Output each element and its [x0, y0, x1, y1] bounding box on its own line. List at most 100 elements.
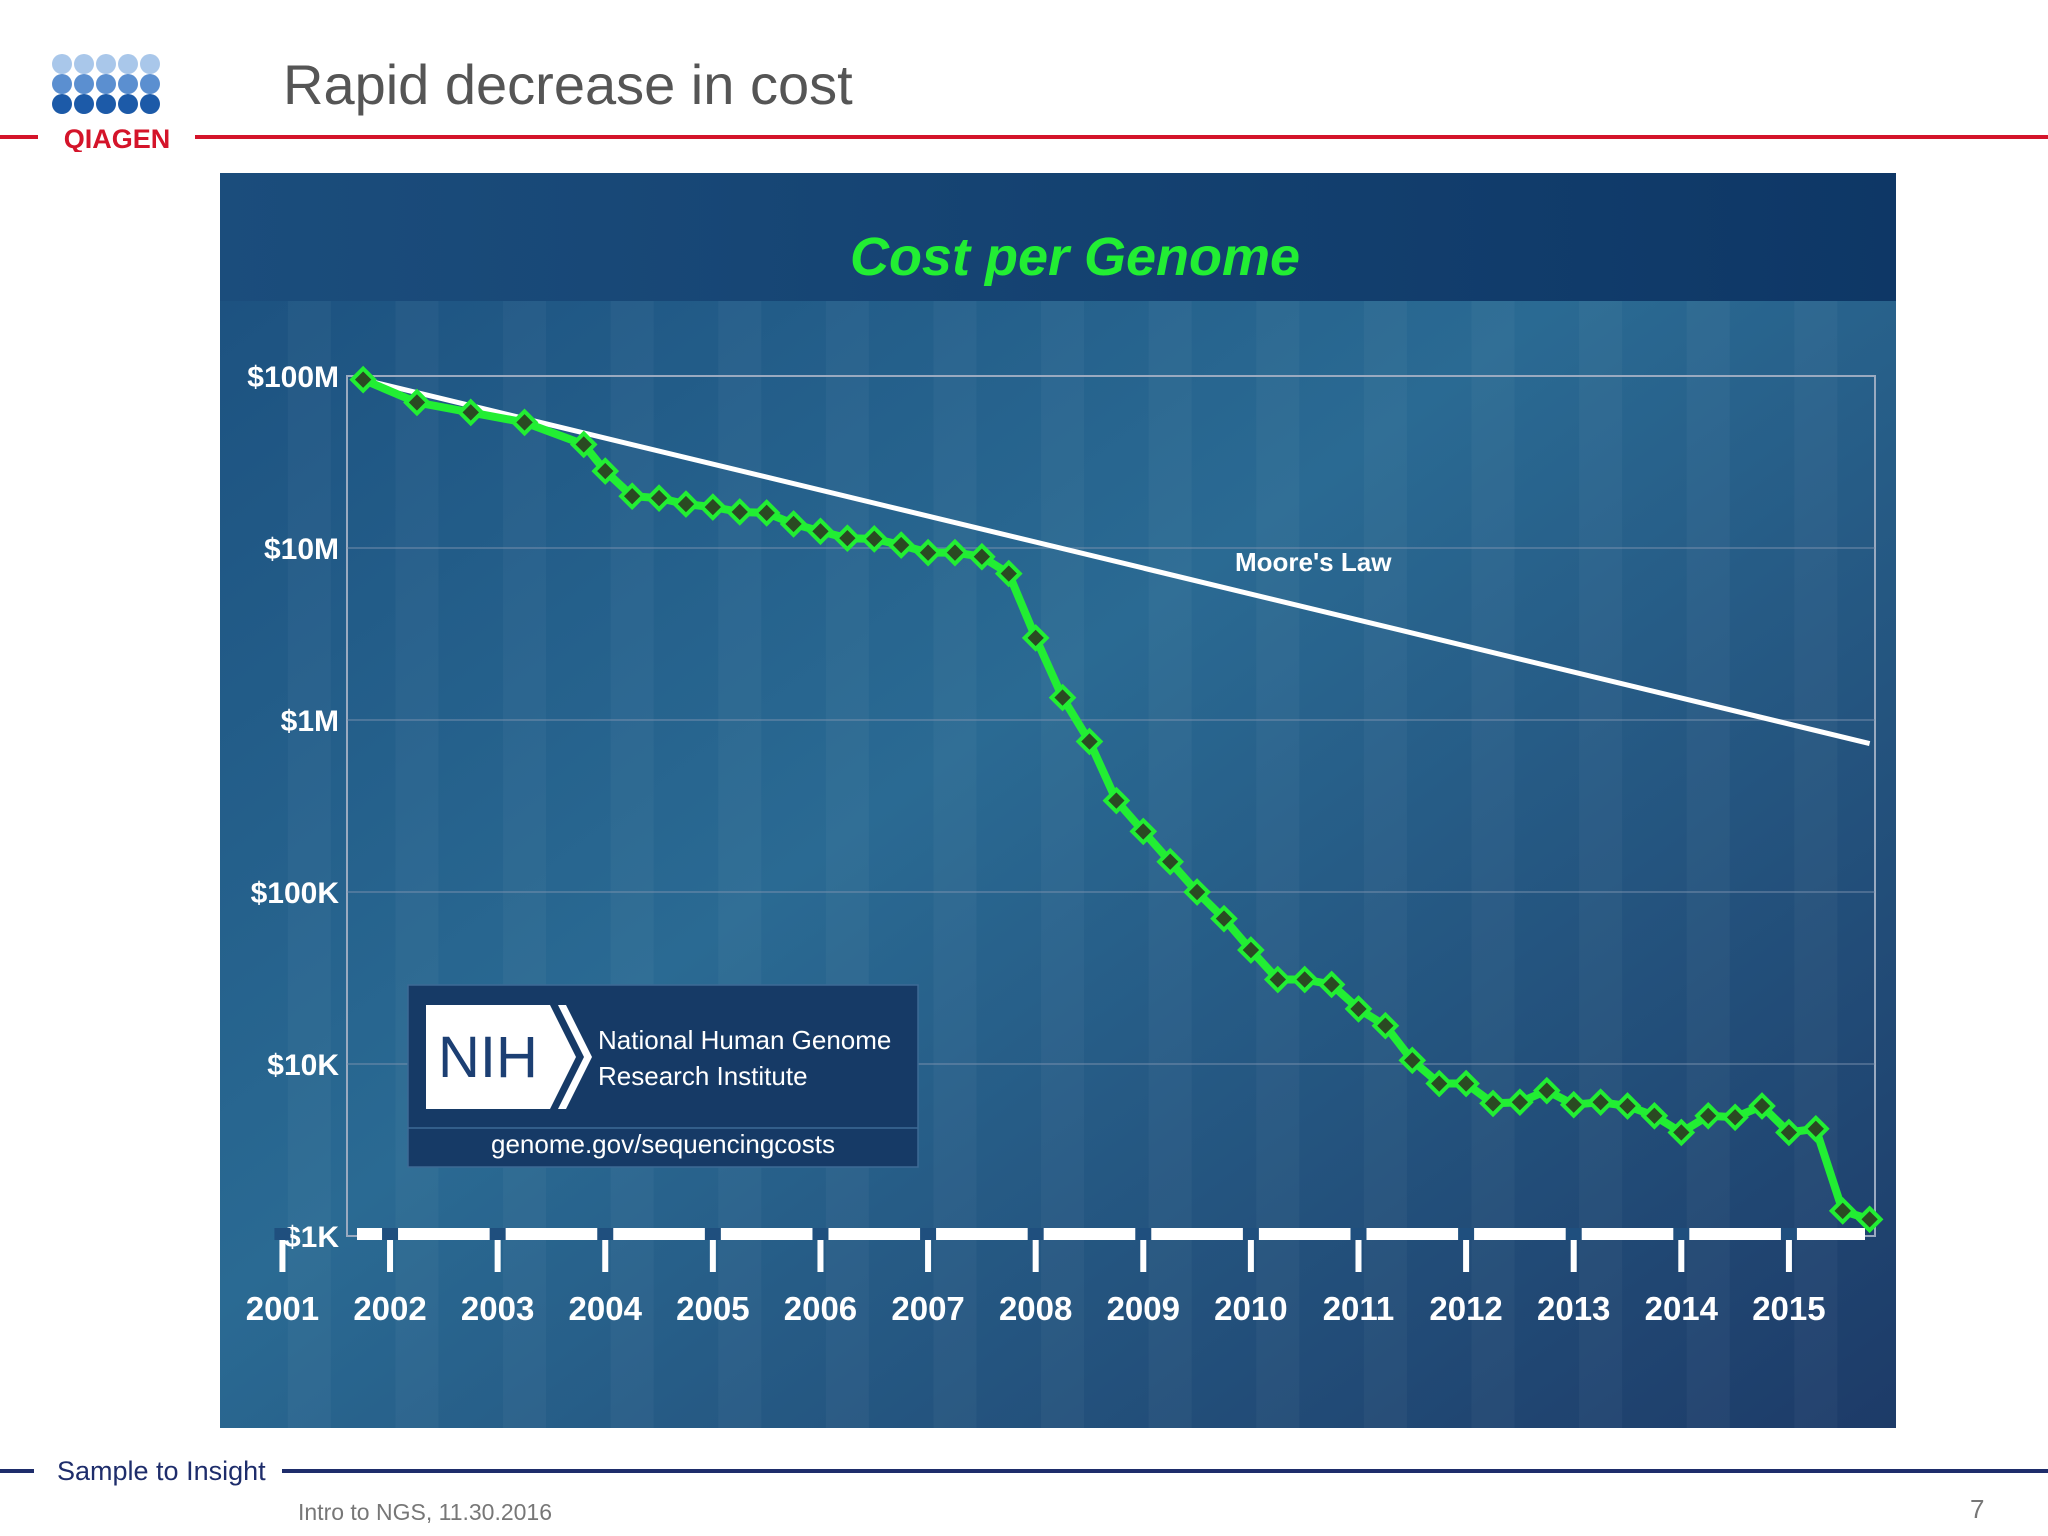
- cost-per-genome-chart: Cost per Genome $100M $10M $1M $100K $10K $1K…: [220, 173, 1896, 1428]
- data-point-marker: [1532, 1076, 1561, 1105]
- chart-title: Cost per Genome: [850, 227, 1300, 287]
- data-point-marker: [618, 482, 646, 511]
- x-tick-gap: [1027, 1228, 1044, 1240]
- year-band: [1364, 301, 1407, 1428]
- data-point-marker: [725, 498, 754, 526]
- x-tick: [1247, 1228, 1254, 1272]
- source-url: genome.gov/sequencingcosts: [491, 1129, 835, 1159]
- data-point-marker: [645, 484, 673, 512]
- data-point-marker: [1828, 1197, 1857, 1225]
- logo-dot: [74, 94, 94, 114]
- x-tick-label: 2012: [1429, 1290, 1502, 1327]
- x-tick-label: 2006: [784, 1290, 857, 1327]
- y-tick-label: $100M: [247, 361, 339, 394]
- logo-dot: [74, 54, 94, 74]
- data-point-marker: [833, 524, 862, 553]
- x-tick-label: 2011: [1323, 1290, 1395, 1327]
- x-tick: [1570, 1228, 1577, 1272]
- data-point-marker: [1263, 965, 1292, 994]
- data-point-marker: [672, 490, 700, 518]
- logo-dot: [140, 94, 160, 114]
- logo-dot: [118, 54, 138, 74]
- footer-note: Intro to NGS, 11.30.2016: [298, 1499, 553, 1525]
- x-axis-bar: [357, 1228, 1865, 1240]
- data-point-marker: [1156, 847, 1185, 876]
- y-tick-label: $10K: [267, 1049, 339, 1082]
- moores-law-line: [362, 377, 1871, 746]
- data-point-marker: [1344, 995, 1373, 1023]
- year-band: [288, 301, 331, 1428]
- data-point-marker: [1559, 1090, 1588, 1119]
- data-point-marker: [1317, 970, 1346, 999]
- data-point-marker: [1425, 1069, 1454, 1098]
- year-band: [1687, 301, 1730, 1428]
- logo-dot: [74, 74, 94, 94]
- data-point-marker: [1102, 786, 1131, 815]
- chart-title-band: [220, 173, 1896, 301]
- x-tick: [1032, 1228, 1039, 1272]
- x-tick-gap: [1242, 1228, 1259, 1240]
- year-band: [503, 301, 546, 1428]
- data-point-marker: [914, 538, 942, 567]
- year-band: [1256, 301, 1299, 1428]
- nih-logo-text: NIH: [438, 1025, 538, 1090]
- x-tick: [1140, 1228, 1147, 1272]
- data-point-marker: [1129, 817, 1158, 846]
- year-band: [826, 301, 869, 1428]
- x-tick-gap: [1458, 1228, 1475, 1240]
- data-point-marker: [349, 365, 377, 394]
- nih-source-box: NIH National Human Genome Research Insti…: [407, 984, 919, 1168]
- data-point-marker: [699, 493, 727, 521]
- x-tick-gap: [382, 1228, 399, 1240]
- x-tick-label: 2014: [1645, 1290, 1719, 1327]
- x-tick-label: 2005: [676, 1290, 749, 1327]
- data-point-marker: [1613, 1092, 1642, 1120]
- slide-title: Rapid decrease in cost: [283, 53, 853, 116]
- x-tick-label: 2002: [353, 1290, 426, 1327]
- data-point-marker: [941, 538, 969, 567]
- data-point-marker: [1801, 1114, 1830, 1143]
- x-tick: [1355, 1228, 1362, 1272]
- logo-dot: [52, 54, 72, 74]
- data-point-marker: [887, 531, 915, 559]
- data-point-marker: [1290, 965, 1319, 994]
- page-number: 7: [1970, 1494, 1985, 1524]
- data-point-marker: [1748, 1092, 1776, 1120]
- x-tick-gap: [1780, 1228, 1797, 1240]
- data-point-marker: [591, 457, 620, 485]
- data-point-marker: [1398, 1046, 1427, 1075]
- data-point-marker: [1237, 936, 1265, 964]
- data-point-marker: [569, 430, 598, 459]
- x-tick: [494, 1228, 501, 1272]
- data-point-marker: [1667, 1118, 1696, 1147]
- data-point-marker: [1506, 1088, 1534, 1116]
- logo-wordmark: QIAGEN: [64, 124, 171, 152]
- data-point-marker: [1721, 1103, 1749, 1132]
- logo-dot: [140, 74, 160, 94]
- data-point-marker: [1479, 1089, 1507, 1118]
- logo-dot: [52, 94, 72, 114]
- moores-law-label: Moore's Law: [1235, 547, 1392, 577]
- year-band: [933, 301, 976, 1428]
- footer-divider-left: [0, 1469, 34, 1473]
- logo-dot: [118, 74, 138, 94]
- nih-logo-badge: [426, 1005, 576, 1109]
- data-point-marker: [1775, 1118, 1803, 1147]
- y-tick-label: $100K: [251, 877, 340, 910]
- logo-dot: [140, 54, 160, 74]
- y-tick-label: $10M: [264, 533, 339, 566]
- x-tick: [602, 1228, 609, 1272]
- qiagen-logo-mark: QIAGEN: [52, 54, 171, 154]
- data-point-marker: [1075, 727, 1104, 756]
- x-tick: [279, 1228, 286, 1272]
- year-band: [1471, 301, 1514, 1428]
- x-tick-label: 2008: [999, 1290, 1072, 1327]
- x-tick-label: 2009: [1107, 1290, 1180, 1327]
- logo-dot: [96, 54, 116, 74]
- data-point-marker: [1183, 878, 1211, 906]
- logo-dot: [118, 94, 138, 114]
- data-point-marker: [1371, 1011, 1400, 1040]
- x-tick: [1463, 1228, 1470, 1272]
- logo-dot: [52, 74, 72, 94]
- data-point-marker: [1210, 904, 1238, 933]
